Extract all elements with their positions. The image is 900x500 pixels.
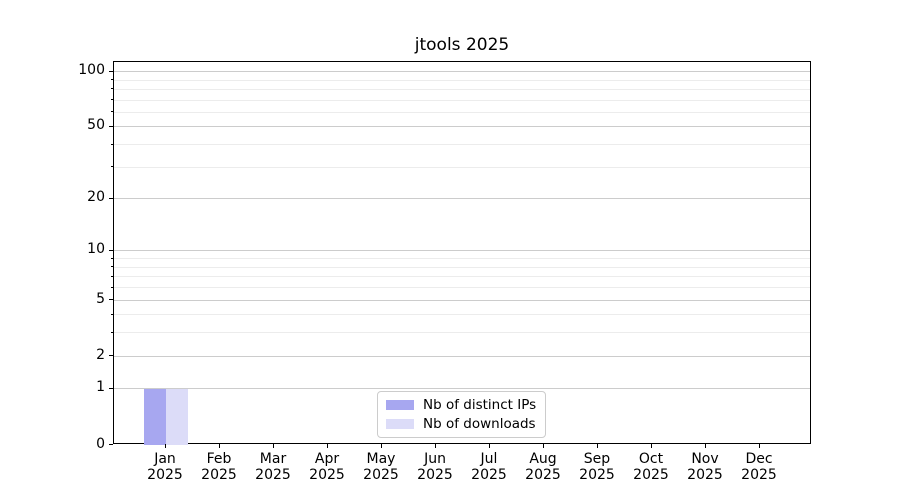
- x-tick-label: Nov 2025: [687, 451, 723, 483]
- y-tick-label: 2: [96, 346, 105, 363]
- major-gridline: [114, 71, 810, 73]
- plot-area: [113, 61, 811, 445]
- legend-entry-distinct-ips: Nb of distinct IPs: [386, 397, 536, 413]
- legend-swatch-downloads: [386, 419, 414, 429]
- y-tick-label: 5: [96, 290, 105, 307]
- minor-gridline: [114, 99, 810, 101]
- y-minor-tick: [110, 313, 113, 315]
- x-tick-label: Mar 2025: [255, 451, 291, 483]
- major-gridline: [114, 198, 810, 200]
- y-minor-tick: [110, 99, 113, 101]
- y-major-tick: [109, 355, 113, 357]
- minor-gridline: [114, 79, 810, 81]
- minor-gridline: [114, 266, 810, 268]
- y-major-tick: [109, 249, 113, 251]
- y-tick-label: 0: [96, 435, 105, 452]
- y-tick-label: 10: [87, 241, 105, 258]
- chart-title: jtools 2025: [414, 35, 510, 55]
- y-major-tick: [109, 444, 113, 445]
- x-tick: [165, 444, 166, 448]
- x-tick: [219, 444, 220, 448]
- x-tick: [597, 444, 598, 448]
- major-gridline: [114, 250, 810, 252]
- y-major-tick: [109, 299, 113, 301]
- minor-gridline: [114, 276, 810, 278]
- y-minor-tick: [110, 286, 113, 288]
- y-major-tick: [109, 125, 113, 127]
- y-minor-tick: [110, 331, 113, 333]
- y-tick-label: 100: [78, 62, 105, 79]
- y-minor-tick: [110, 257, 113, 259]
- x-tick-label: Jul 2025: [471, 451, 507, 483]
- x-tick: [489, 444, 490, 448]
- x-tick: [759, 444, 760, 448]
- major-gridline: [114, 388, 810, 390]
- x-tick-label: Sep 2025: [579, 451, 615, 483]
- x-tick: [273, 444, 274, 448]
- major-gridline: [114, 355, 810, 357]
- bar-nb-of-downloads: [166, 388, 188, 445]
- x-tick-label: Feb 2025: [201, 451, 237, 483]
- y-major-tick: [109, 387, 113, 389]
- minor-gridline: [114, 287, 810, 289]
- y-minor-tick: [110, 166, 113, 168]
- minor-gridline: [114, 144, 810, 146]
- x-tick: [435, 444, 436, 448]
- legend-swatch-distinct-ips: [386, 400, 414, 410]
- y-minor-tick: [110, 143, 113, 145]
- y-tick-label: 20: [87, 189, 105, 206]
- y-major-tick: [109, 70, 113, 72]
- x-tick: [381, 444, 382, 448]
- minor-gridline: [114, 258, 810, 260]
- minor-gridline: [114, 166, 810, 168]
- y-minor-tick: [110, 275, 113, 277]
- legend-label-distinct-ips: Nb of distinct IPs: [423, 397, 537, 413]
- major-gridline: [114, 299, 810, 301]
- minor-gridline: [114, 88, 810, 90]
- x-tick: [651, 444, 652, 448]
- y-major-tick: [109, 197, 113, 199]
- x-tick-label: Oct 2025: [633, 451, 669, 483]
- bar-nb-of-distinct-ips: [144, 388, 166, 445]
- x-tick: [327, 444, 328, 448]
- major-gridline: [114, 126, 810, 128]
- x-tick-label: Jun 2025: [417, 451, 453, 483]
- y-tick-label: 50: [87, 117, 105, 134]
- x-tick: [543, 444, 544, 448]
- y-minor-tick: [110, 266, 113, 268]
- y-tick-label: 1: [96, 379, 105, 396]
- x-tick-label: Apr 2025: [309, 451, 345, 483]
- x-tick-label: Jan 2025: [147, 451, 183, 483]
- minor-gridline: [114, 314, 810, 316]
- x-tick-label: Dec 2025: [741, 451, 777, 483]
- y-minor-tick: [110, 111, 113, 113]
- y-minor-tick: [110, 88, 113, 90]
- y-minor-tick: [110, 79, 113, 81]
- minor-gridline: [114, 332, 810, 334]
- legend-entry-downloads: Nb of downloads: [386, 416, 536, 432]
- legend-label-downloads: Nb of downloads: [423, 416, 536, 432]
- x-tick-label: May 2025: [363, 451, 399, 483]
- x-tick-label: Aug 2025: [525, 451, 561, 483]
- minor-gridline: [114, 111, 810, 113]
- x-tick: [705, 444, 706, 448]
- legend: Nb of distinct IPs Nb of downloads: [377, 391, 547, 438]
